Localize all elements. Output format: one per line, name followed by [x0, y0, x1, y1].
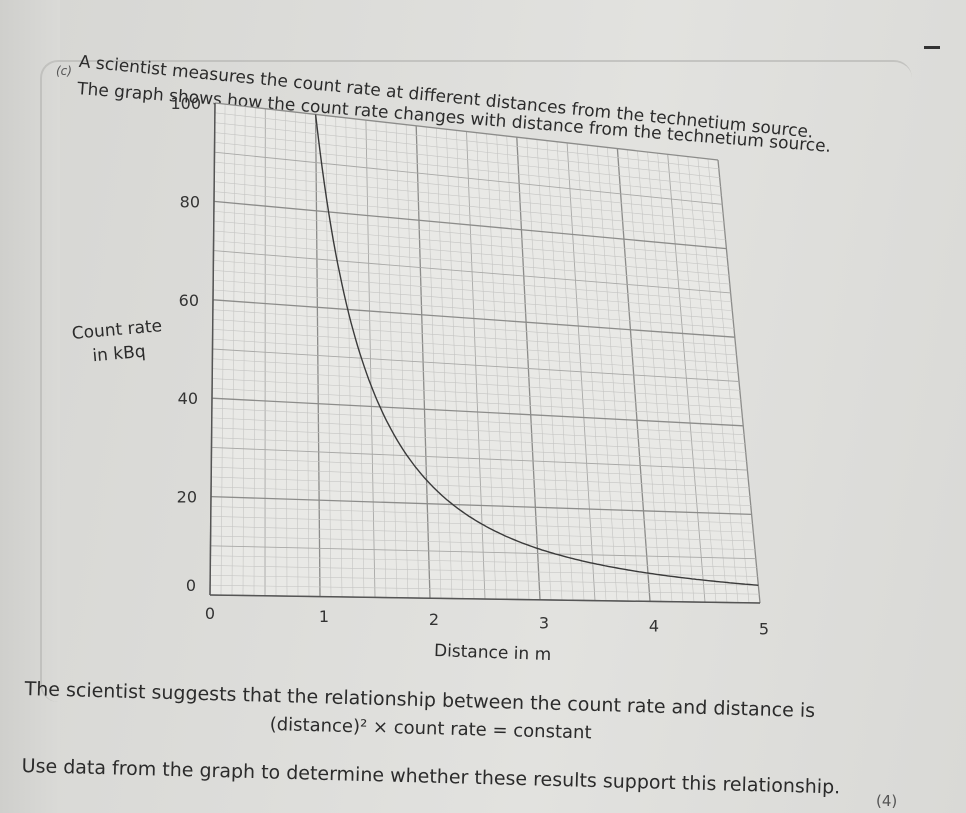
grid-line-horizontal [213, 250, 731, 294]
x-tick-label: 2 [429, 610, 439, 629]
grid-line-horizontal [212, 329, 738, 365]
count-rate-curve [314, 114, 759, 586]
x-tick-label: 4 [649, 616, 659, 635]
grid-line-horizontal [211, 417, 745, 444]
grid-line-horizontal [211, 466, 750, 489]
y-axis-line [209, 102, 216, 596]
grid-line-horizontal [213, 289, 734, 329]
grid-line-horizontal [211, 446, 748, 471]
grid-line-horizontal [214, 161, 724, 214]
grid-line-horizontal [214, 102, 719, 161]
y-tick-label: 100 [170, 94, 201, 113]
grid-line-horizontal [210, 575, 759, 586]
grid-line-horizontal [212, 358, 740, 391]
grid-line-horizontal [211, 456, 749, 480]
grid-line-horizontal [214, 122, 720, 179]
grid-line-horizontal [214, 171, 724, 223]
grid-line-horizontal [212, 348, 740, 382]
question-box-border [40, 60, 912, 702]
y-tick-label: 40 [178, 389, 198, 408]
x-tick-label: 3 [539, 613, 549, 632]
grid-line-horizontal [213, 269, 733, 311]
grid-line-horizontal [213, 260, 732, 303]
grid-line-horizontal [214, 191, 726, 241]
grid-line-horizontal [210, 545, 756, 560]
grid-line-horizontal [214, 181, 725, 232]
grid-line-horizontal [210, 495, 752, 516]
grid-line-horizontal [210, 565, 758, 577]
grid-line-horizontal [210, 525, 755, 542]
grid-line-horizontal [212, 378, 742, 409]
x-tick-label: 1 [319, 607, 329, 626]
grid-line-horizontal [210, 584, 760, 595]
grid-line-horizontal [213, 240, 730, 285]
grid-line-horizontal [212, 338, 739, 373]
part-label: (c) [56, 64, 72, 78]
grid-line-horizontal [213, 279, 734, 320]
grid-line-horizontal [212, 309, 736, 347]
y-tick-label: 0 [186, 576, 196, 595]
page-fold-shadow [0, 0, 60, 813]
grid-line-horizontal [212, 368, 741, 400]
grid-line-horizontal [211, 407, 745, 435]
margin-dash [924, 46, 940, 49]
y-tick-label: 20 [177, 488, 197, 507]
grid-line-horizontal [214, 142, 722, 196]
y-tick-label: 60 [179, 291, 199, 310]
x-tick-label: 0 [205, 604, 215, 623]
y-tick-label: 80 [180, 192, 200, 211]
grid-line-horizontal [213, 210, 728, 258]
x-axis-line [209, 594, 761, 604]
grid-background [210, 103, 760, 603]
grid-line-horizontal [214, 132, 721, 187]
grid-line-horizontal [213, 230, 729, 276]
grid-line-horizontal [211, 437, 747, 462]
grid-line-horizontal [213, 200, 727, 250]
grid-line-horizontal [211, 476, 750, 497]
grid-line-horizontal [213, 220, 729, 267]
marks-label: (4) [876, 792, 898, 810]
grid-line-horizontal [211, 427, 746, 453]
grid-line-horizontal [211, 486, 751, 506]
grid-line-horizontal [212, 299, 735, 338]
x-tick-label: 5 [759, 620, 769, 639]
grid-line-horizontal [210, 535, 755, 551]
grid-line-horizontal [211, 397, 744, 427]
grid-line-horizontal [212, 388, 743, 418]
grid-line-horizontal [212, 319, 737, 356]
grid-line-horizontal [210, 555, 757, 568]
grid-line-horizontal [210, 506, 753, 524]
grid-line-horizontal [214, 112, 719, 170]
grid-line-horizontal [214, 151, 723, 205]
